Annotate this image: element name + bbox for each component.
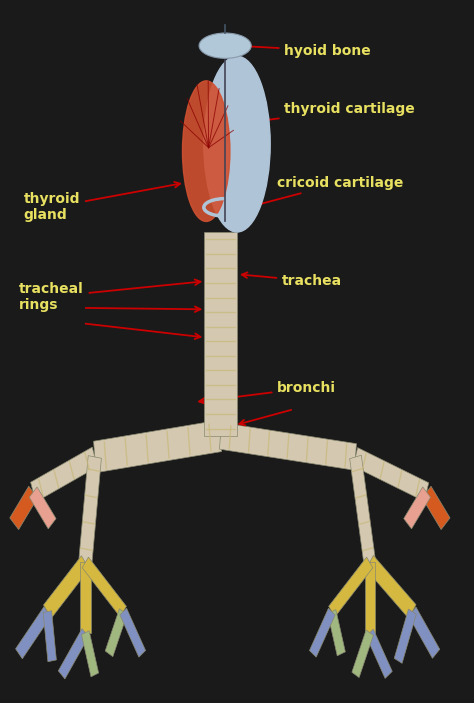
Text: hyoid bone: hyoid bone <box>239 44 371 58</box>
Polygon shape <box>29 487 56 529</box>
Polygon shape <box>105 609 127 657</box>
Ellipse shape <box>182 81 230 221</box>
Text: bronchi: bronchi <box>199 381 336 404</box>
Polygon shape <box>366 629 392 678</box>
Polygon shape <box>80 562 91 633</box>
Polygon shape <box>120 608 146 657</box>
Polygon shape <box>354 448 428 501</box>
Polygon shape <box>31 447 97 502</box>
Polygon shape <box>352 630 374 678</box>
Polygon shape <box>58 628 89 679</box>
Text: thyroid cartilage: thyroid cartilage <box>249 102 415 124</box>
Polygon shape <box>310 608 335 657</box>
Ellipse shape <box>204 56 270 232</box>
Polygon shape <box>328 557 373 617</box>
Polygon shape <box>409 607 440 658</box>
Polygon shape <box>394 609 416 664</box>
Polygon shape <box>366 555 416 619</box>
Text: thyroid
gland: thyroid gland <box>24 182 180 222</box>
Polygon shape <box>82 557 127 617</box>
Text: tracheal
rings: tracheal rings <box>19 280 201 311</box>
Polygon shape <box>365 562 375 633</box>
Text: cricoid cartilage: cricoid cartilage <box>252 176 404 207</box>
Polygon shape <box>328 610 346 656</box>
Polygon shape <box>219 423 356 470</box>
Ellipse shape <box>199 33 251 58</box>
Polygon shape <box>79 456 101 564</box>
Polygon shape <box>422 486 450 529</box>
Polygon shape <box>43 611 56 662</box>
Polygon shape <box>404 487 430 529</box>
Polygon shape <box>44 556 89 618</box>
Polygon shape <box>16 607 51 659</box>
Polygon shape <box>350 456 375 564</box>
Polygon shape <box>82 631 99 677</box>
Text: trachea: trachea <box>242 272 342 288</box>
Polygon shape <box>204 232 237 436</box>
Polygon shape <box>10 486 37 529</box>
Polygon shape <box>93 420 222 472</box>
